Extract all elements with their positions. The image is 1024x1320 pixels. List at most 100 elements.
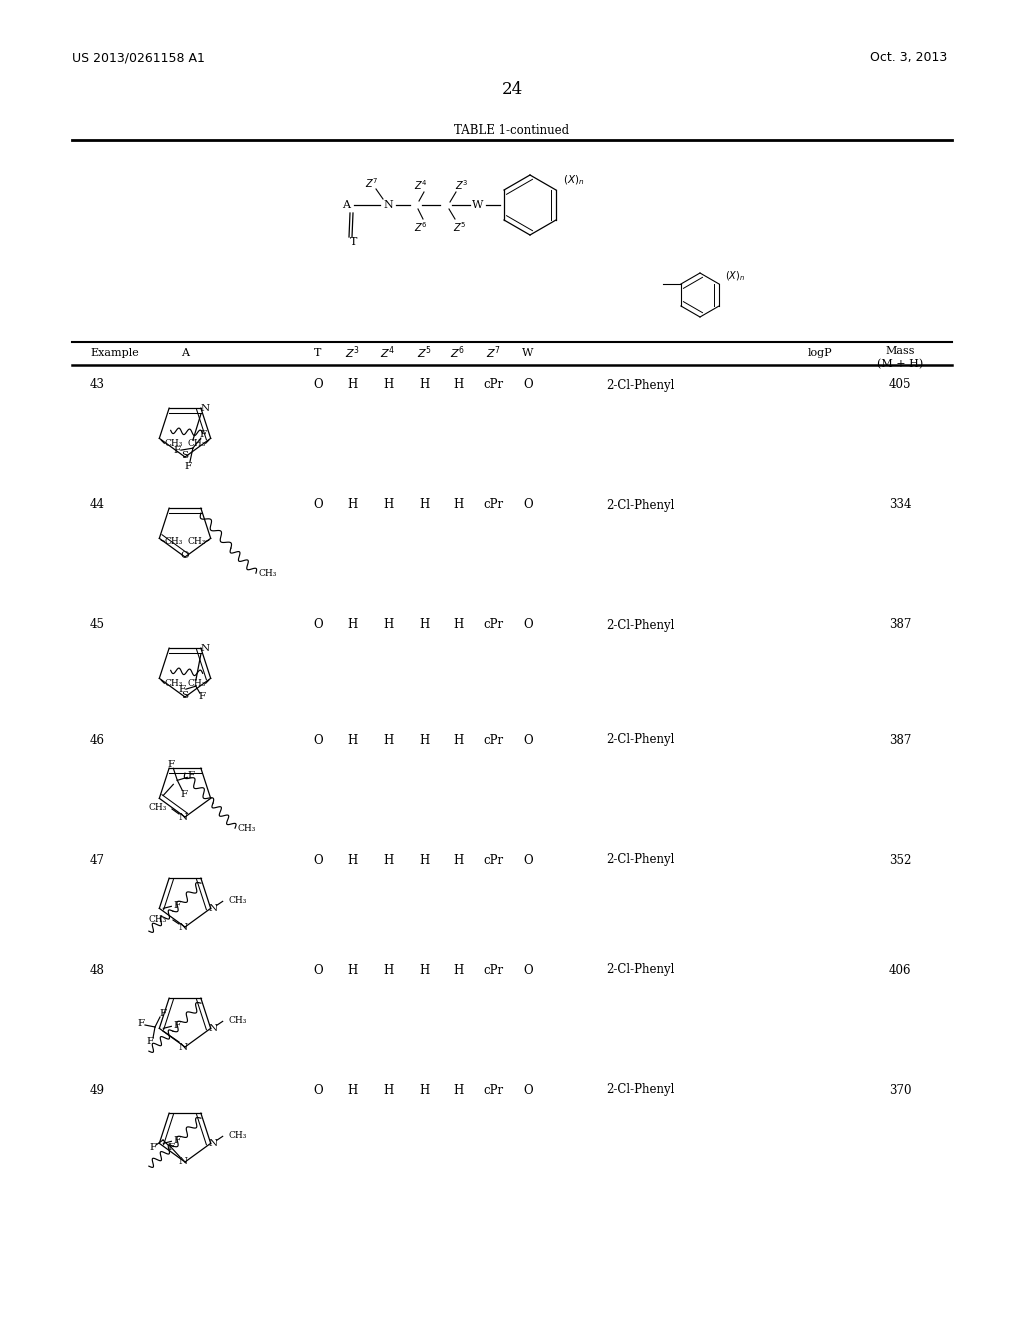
Text: $Z^3$: $Z^3$ [456,178,469,191]
Text: H: H [347,964,357,977]
Text: 405: 405 [889,379,911,392]
Text: 46: 46 [90,734,105,747]
Text: N: N [178,813,187,821]
Text: H: H [453,499,463,511]
Text: O: O [523,964,532,977]
Text: $(X)_n$: $(X)_n$ [563,173,585,187]
Text: 352: 352 [889,854,911,866]
Text: N: N [201,404,210,413]
Text: H: H [419,1084,429,1097]
Text: 48: 48 [90,964,104,977]
Text: F: F [200,429,207,438]
Text: H: H [383,854,393,866]
Text: $Z^4$: $Z^4$ [414,178,428,191]
Text: $Z^7$: $Z^7$ [485,345,501,362]
Text: H: H [419,734,429,747]
Text: O: O [523,1084,532,1097]
Text: H: H [347,499,357,511]
Text: CH₃: CH₃ [148,915,167,924]
Text: H: H [383,1084,393,1097]
Text: CH₃: CH₃ [228,1131,247,1140]
Text: N: N [178,1158,187,1167]
Text: $Z^3$: $Z^3$ [344,345,359,362]
Text: 2-Cl-Phenyl: 2-Cl-Phenyl [606,734,674,747]
Text: F: F [137,1019,144,1028]
Text: S: S [181,450,188,459]
Text: H: H [347,1084,357,1097]
Text: H: H [419,964,429,977]
Text: F: F [187,771,195,780]
Text: H: H [383,619,393,631]
Text: $Z^5$: $Z^5$ [417,345,431,362]
Text: O: O [523,619,532,631]
Text: F: F [181,789,187,799]
Text: T: T [314,348,322,358]
Text: 2-Cl-Phenyl: 2-Cl-Phenyl [606,1084,674,1097]
Text: 2-Cl-Phenyl: 2-Cl-Phenyl [606,499,674,511]
Text: F: F [160,1008,167,1018]
Text: $(X)_n$: $(X)_n$ [725,269,745,282]
Text: CH₃: CH₃ [187,537,206,546]
Text: CH₃: CH₃ [187,678,206,688]
Text: H: H [419,499,429,511]
Text: 387: 387 [889,619,911,631]
Text: 334: 334 [889,499,911,511]
Text: cPr: cPr [483,734,503,747]
Text: CH₃: CH₃ [148,803,167,812]
Text: $Z^5$: $Z^5$ [454,220,467,234]
Text: F: F [173,1135,180,1144]
Text: 24: 24 [502,82,522,99]
Text: Example: Example [90,348,138,358]
Text: 43: 43 [90,379,105,392]
Text: 49: 49 [90,1084,105,1097]
Text: cPr: cPr [483,499,503,511]
Text: cPr: cPr [483,379,503,392]
Text: cPr: cPr [483,854,503,866]
Text: CH₃: CH₃ [259,569,278,578]
Text: 2-Cl-Phenyl: 2-Cl-Phenyl [606,379,674,392]
Text: F: F [146,1038,154,1047]
Text: cPr: cPr [483,1084,503,1097]
Text: H: H [453,619,463,631]
Text: F: F [150,1143,157,1152]
Text: H: H [347,379,357,392]
Text: H: H [347,854,357,866]
Text: O: O [313,379,323,392]
Text: CH₃: CH₃ [164,537,182,546]
Text: CH₃: CH₃ [228,1016,247,1024]
Text: CH₃: CH₃ [237,824,255,833]
Text: H: H [347,734,357,747]
Text: O: O [523,379,532,392]
Text: F: F [199,692,206,701]
Text: N: N [383,201,393,210]
Text: A: A [181,348,189,358]
Text: H: H [419,854,429,866]
Text: 2-Cl-Phenyl: 2-Cl-Phenyl [606,854,674,866]
Text: 406: 406 [889,964,911,977]
Text: CH₃: CH₃ [164,678,182,688]
Text: CH₃: CH₃ [187,438,206,447]
Text: Mass
(M + H): Mass (M + H) [877,346,923,368]
Text: H: H [453,964,463,977]
Text: 370: 370 [889,1084,911,1097]
Text: H: H [453,854,463,866]
Text: F: F [168,760,175,768]
Text: 44: 44 [90,499,105,511]
Text: F: F [168,1143,174,1152]
Text: 47: 47 [90,854,105,866]
Text: CH₃: CH₃ [164,438,182,447]
Text: O: O [313,854,323,866]
Text: 387: 387 [889,734,911,747]
Text: O: O [313,1084,323,1097]
Text: O: O [180,550,189,560]
Text: logP: logP [808,348,833,358]
Text: N: N [201,644,210,652]
Text: cPr: cPr [483,964,503,977]
Text: N: N [208,1139,217,1148]
Text: H: H [453,1084,463,1097]
Text: N: N [178,1043,187,1052]
Text: US 2013/0261158 A1: US 2013/0261158 A1 [72,51,205,65]
Text: A: A [342,201,350,210]
Text: F: F [173,446,180,454]
Text: H: H [347,619,357,631]
